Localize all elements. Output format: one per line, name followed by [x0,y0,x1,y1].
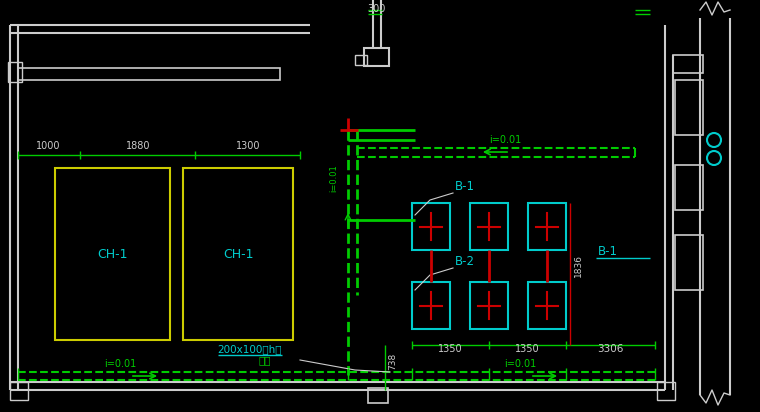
Text: CH-1: CH-1 [98,248,128,262]
Bar [673,55,703,73]
Bar [364,48,389,66]
Bar [675,165,703,210]
Text: 1880: 1880 [125,141,150,151]
Text: 1350: 1350 [438,344,462,354]
Bar [18,68,280,80]
Text: i=0.01: i=0.01 [489,135,521,145]
Bar [55,168,170,340]
Text: i=0.01: i=0.01 [104,359,136,369]
Text: 300: 300 [368,4,386,14]
Bar [528,282,566,329]
Text: B-1: B-1 [598,245,618,258]
Bar [675,80,703,135]
Text: i=0.01: i=0.01 [504,359,536,369]
Text: 地沟: 地沟 [258,355,271,365]
Text: 1300: 1300 [236,141,260,151]
Text: 738: 738 [388,353,397,370]
Bar [412,282,450,329]
Bar [183,168,293,340]
Bar [657,382,675,400]
Text: B-1: B-1 [455,180,475,193]
Text: 1350: 1350 [515,344,540,354]
Text: i=0.01: i=0.01 [330,164,338,192]
Bar [528,203,566,250]
Bar [368,388,388,403]
Bar [10,382,28,400]
Bar [470,282,508,329]
Text: CH-1: CH-1 [223,248,253,262]
Bar [470,203,508,250]
Text: 200x100（h）: 200x100（h） [218,344,282,354]
Text: 1000: 1000 [36,141,60,151]
Bar [8,62,22,82]
Bar [355,55,367,65]
Bar [675,235,703,290]
Bar [412,203,450,250]
Text: 3306: 3306 [597,344,623,354]
Text: B-2: B-2 [455,255,475,268]
Text: 1836: 1836 [574,254,583,277]
